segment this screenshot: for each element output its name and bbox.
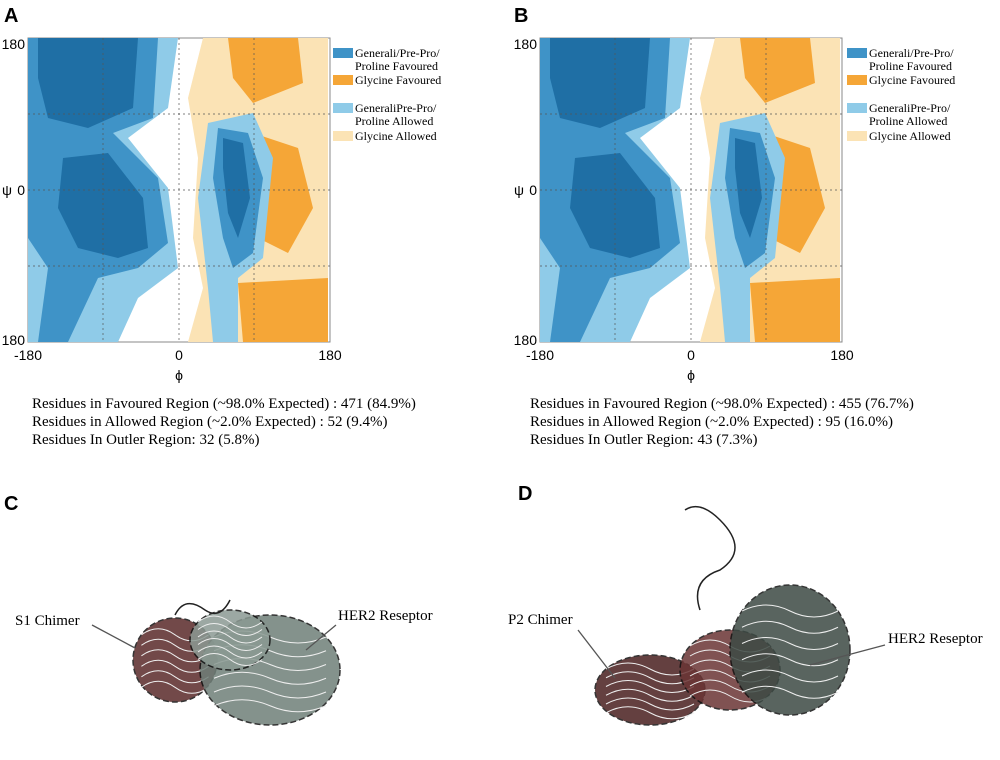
y-tick-label: 180 [514, 332, 538, 348]
legend-text: Proline Allowed [869, 114, 947, 128]
glycine-favoured-region [750, 278, 840, 342]
panel-label: A [4, 5, 18, 27]
x-axis-label: ϕ [687, 367, 695, 383]
protein-ribbon [141, 649, 209, 663]
legend-text: Glycine Allowed [355, 129, 437, 143]
x-tick-label: 0 [687, 347, 695, 363]
chimer-label: P2 Chimer [508, 612, 573, 628]
protein-ribbon [141, 680, 209, 694]
receptor-label: HER2 Reseptor [338, 608, 433, 624]
protein-ribbon [741, 685, 839, 699]
legend-swatch [847, 103, 867, 113]
legend-text: Generali/Pre-Pro/ [869, 46, 954, 60]
protein-structure [189, 609, 271, 671]
protein-loop [174, 599, 231, 616]
ramachandran-plot [539, 37, 843, 343]
y-axis-label: ψ [2, 182, 12, 198]
protein-ribbon [605, 671, 695, 685]
general-favoured-region [570, 153, 660, 258]
protein-structure [729, 584, 851, 716]
y-axis-label: ψ [514, 182, 524, 198]
x-tick-label: 0 [175, 347, 183, 363]
glycine-favoured-region [740, 38, 815, 103]
protein-ribbon [197, 623, 263, 636]
legend-swatch [847, 131, 867, 141]
legend-text: GeneraliPre-Pro/ [355, 101, 437, 115]
legend-swatch [333, 103, 353, 113]
panel-label: D [518, 483, 532, 505]
legend-text: GeneraliPre-Pro/ [869, 101, 951, 115]
stat-line: Residues In Outler Region: 43 (7.3%) [530, 432, 757, 448]
protein-ribbon [741, 620, 839, 634]
stat-line: Residues in Allowed Region (~2.0% Expect… [32, 414, 388, 430]
legend-text: Glycine Favoured [355, 73, 441, 87]
legend-swatch [333, 48, 353, 58]
y-tick-label: 180 [2, 332, 26, 348]
panel-label: C [4, 493, 18, 515]
protein-ribbon [213, 671, 327, 685]
legend-text: Glycine Favoured [869, 73, 955, 87]
x-tick-label: 180 [318, 347, 342, 363]
arrow [91, 624, 136, 649]
legend-swatch [847, 75, 867, 85]
x-axis-label: ϕ [175, 367, 183, 383]
legend-text: Proline Favoured [869, 59, 952, 73]
y-tick-label: 180 [514, 36, 538, 52]
arrow [305, 624, 337, 651]
protein-ribbon [741, 604, 839, 618]
legend-text: Generali/Pre-Pro/ [355, 46, 440, 60]
stat-line: Residues in Allowed Region (~2.0% Expect… [530, 414, 893, 430]
general-favoured-region [735, 138, 762, 238]
general-favoured-region [38, 38, 138, 128]
protein-ribbon [605, 680, 695, 693]
receptor-label: HER2 Reseptor [888, 631, 983, 647]
glycine-favoured-region [238, 278, 328, 342]
protein-ribbon [605, 688, 695, 702]
protein-ribbon [197, 630, 263, 644]
protein-ribbon [213, 699, 327, 713]
protein-ribbon [605, 697, 695, 711]
panel-label: B [514, 5, 528, 27]
protein-ribbon [197, 638, 263, 651]
arrow [577, 629, 616, 679]
legend-swatch [333, 75, 353, 85]
legend-text: Proline Favoured [355, 59, 438, 73]
protein-loop [684, 505, 736, 611]
arrow [809, 644, 886, 666]
protein-ribbon [741, 637, 839, 650]
general-favoured-region [58, 153, 148, 258]
x-tick-label: -180 [526, 347, 554, 363]
protein-ribbon [141, 670, 209, 684]
general-favoured-region [550, 38, 650, 128]
legend-swatch [847, 48, 867, 58]
y-tick-label: 180 [2, 36, 26, 52]
x-tick-label: 180 [830, 347, 854, 363]
stat-line: Residues In Outler Region: 32 (5.8%) [32, 432, 259, 448]
legend-swatch [333, 131, 353, 141]
protein-ribbon [197, 645, 263, 659]
x-tick-label: -180 [14, 347, 42, 363]
protein-ribbon [197, 615, 263, 629]
protein-ribbon [141, 659, 209, 673]
y-tick-label: 0 [529, 182, 537, 198]
glycine-favoured-region [228, 38, 303, 103]
legend-text: Proline Allowed [355, 114, 433, 128]
protein-ribbon [213, 685, 327, 699]
y-tick-label: 0 [17, 182, 25, 198]
general-favoured-region [223, 138, 250, 238]
protein-ribbon [741, 653, 839, 667]
protein-ribbon [605, 706, 695, 720]
ramachandran-plot [27, 37, 331, 343]
chimer-label: S1 Chimer [15, 613, 80, 629]
legend-text: Glycine Allowed [869, 129, 951, 143]
stat-line: Residues in Favoured Region (~98.0% Expe… [32, 396, 416, 412]
stat-line: Residues in Favoured Region (~98.0% Expe… [530, 396, 914, 412]
protein-ribbon [741, 669, 839, 683]
protein-ribbon [197, 653, 263, 666]
